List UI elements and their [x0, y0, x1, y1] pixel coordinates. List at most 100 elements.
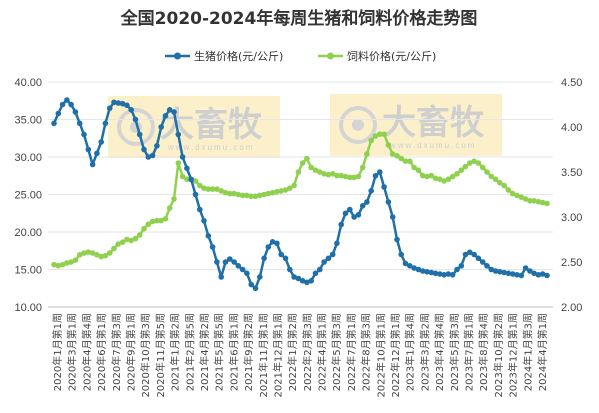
data-point: [59, 261, 66, 268]
data-point: [171, 196, 177, 202]
data-point: [462, 251, 469, 258]
data-point: [227, 190, 233, 197]
legend: 生猪价格(元/公斤) 饲料价格(元/公斤): [165, 49, 436, 63]
data-point: [411, 164, 417, 171]
data-point: [505, 270, 512, 277]
data-point: [64, 97, 70, 103]
x-tick-label: 2023年8月第4周: [477, 313, 490, 391]
data-point: [458, 167, 465, 173]
legend-feed-marker: [327, 52, 334, 60]
data-point: [132, 235, 139, 242]
data-point: [441, 178, 447, 184]
data-point: [531, 270, 537, 277]
data-point: [518, 194, 525, 200]
data-point: [175, 160, 182, 166]
watermark-logo-dot-icon: [352, 119, 364, 131]
data-point: [145, 221, 152, 227]
data-point: [415, 266, 422, 273]
data-point: [124, 102, 130, 109]
data-point: [518, 272, 525, 279]
data-point: [419, 172, 426, 179]
data-point: [449, 173, 456, 180]
feed-price-series: [51, 131, 550, 269]
y-left-tick-label: 20.00: [14, 227, 42, 239]
pig-price-series: [51, 97, 550, 292]
data-point: [527, 268, 533, 274]
data-point: [141, 146, 147, 153]
data-point: [342, 173, 349, 180]
data-point: [497, 269, 503, 275]
legend-feed-label[interactable]: 饲料价格(元/公斤): [347, 49, 436, 63]
x-tick-label: 2022年12月第1周: [389, 313, 402, 398]
data-point: [205, 186, 212, 192]
data-point: [287, 266, 293, 273]
data-point: [535, 198, 542, 205]
y-right-tick-label: 4.00: [561, 122, 582, 134]
data-point: [68, 101, 74, 108]
x-tick-label: 2021年12月第1周: [271, 313, 284, 398]
y-left-tick-label: 30.00: [14, 152, 42, 164]
y-left-tick-label: 15.00: [14, 265, 42, 277]
data-point: [505, 187, 512, 193]
data-point: [192, 191, 199, 198]
legend-pig-label[interactable]: 生猪价格(元/公斤): [194, 49, 283, 63]
data-point: [282, 187, 289, 193]
data-point: [359, 203, 366, 209]
data-point: [304, 155, 310, 162]
data-point: [355, 173, 362, 180]
data-point: [488, 266, 495, 273]
data-point: [359, 164, 366, 171]
x-tick-label: 2022年8月第3周: [360, 313, 373, 391]
data-point: [248, 193, 254, 200]
x-tick-label: 2023年7月第1周: [463, 313, 476, 391]
data-point: [291, 182, 297, 189]
data-point: [329, 251, 336, 258]
data-point: [76, 252, 83, 258]
x-tick-label: 2021年6月第1周: [227, 313, 240, 391]
data-point: [445, 271, 452, 277]
data-point: [257, 192, 263, 199]
data-point: [115, 100, 122, 106]
data-point: [544, 272, 550, 279]
data-point: [94, 252, 100, 258]
data-point: [411, 265, 417, 271]
watermark-url: www.dxumu.com: [389, 141, 476, 150]
data-point: [209, 186, 216, 192]
x-tick-label: 2020年11月第5周: [154, 313, 167, 398]
data-point: [162, 113, 169, 119]
data-point: [244, 192, 250, 199]
data-point: [119, 239, 126, 245]
data-point: [522, 196, 529, 202]
data-point: [111, 99, 117, 106]
data-point: [72, 109, 79, 115]
data-point: [201, 185, 207, 191]
data-point: [154, 143, 160, 149]
data-point: [407, 158, 413, 164]
data-point: [269, 239, 276, 245]
data-point: [214, 259, 220, 265]
data-point: [106, 105, 113, 112]
x-tick-label: 2023年5月第3周: [448, 313, 461, 391]
watermark-url: www.dxumu.com: [167, 143, 254, 152]
data-point: [471, 251, 477, 258]
y-right-tick-label: 4.50: [561, 77, 582, 89]
x-tick-label: 2020年6月第1周: [95, 313, 108, 391]
data-point: [51, 120, 57, 127]
x-tick-label: 2021年4月第2周: [198, 313, 211, 391]
data-point: [368, 188, 375, 194]
data-point: [166, 205, 173, 211]
data-point: [295, 169, 302, 175]
data-point: [484, 263, 490, 269]
data-point: [149, 152, 156, 159]
data-point: [351, 214, 357, 220]
data-point: [501, 182, 507, 189]
data-point: [488, 173, 495, 180]
y-right-tick-label: 3.00: [561, 212, 582, 224]
data-point: [445, 176, 452, 182]
data-point: [329, 171, 336, 177]
data-point: [158, 124, 164, 130]
data-point: [479, 259, 486, 265]
y-left-tick-label: 25.00: [14, 190, 42, 202]
